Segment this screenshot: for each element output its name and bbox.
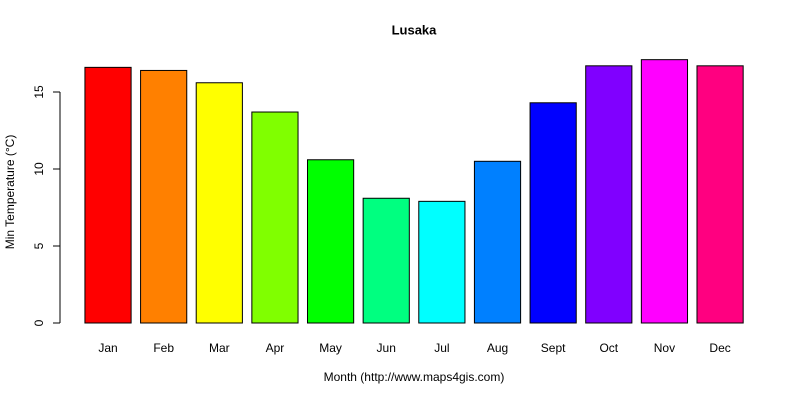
x-tick-label: Aug (487, 341, 508, 355)
bar (84, 66, 132, 324)
x-tick-label: Jun (377, 341, 396, 355)
x-tick-label: Sept (541, 341, 566, 355)
chart-title: Lusaka (392, 22, 438, 37)
bar (585, 65, 633, 324)
x-axis-title: Month (http://www.maps4gis.com) (324, 370, 505, 384)
bar (696, 65, 744, 324)
y-tick-label: 5 (32, 242, 46, 249)
y-tick-label: 0 (32, 319, 46, 326)
bar (529, 102, 577, 324)
x-tick-label: Dec (709, 341, 730, 355)
bar (473, 160, 522, 324)
x-tick-label: Oct (599, 341, 618, 355)
x-tick-label: May (319, 341, 342, 355)
x-tick-label: Mar (209, 341, 230, 355)
bar (251, 111, 299, 324)
y-axis-title: Min Temperature (°C) (3, 135, 17, 250)
bar (362, 197, 410, 324)
bar (418, 200, 466, 324)
x-tick-label: Jan (98, 341, 117, 355)
x-tick-label: Nov (654, 341, 675, 355)
x-tick-label: Apr (266, 341, 285, 355)
y-tick-label: 10 (32, 162, 46, 176)
bar (306, 159, 355, 324)
bar (140, 69, 188, 324)
bar (640, 59, 689, 324)
y-tick-label: 15 (32, 85, 46, 99)
x-tick-label: Feb (153, 341, 174, 355)
bar (195, 82, 243, 324)
x-tick-label: Jul (434, 341, 449, 355)
